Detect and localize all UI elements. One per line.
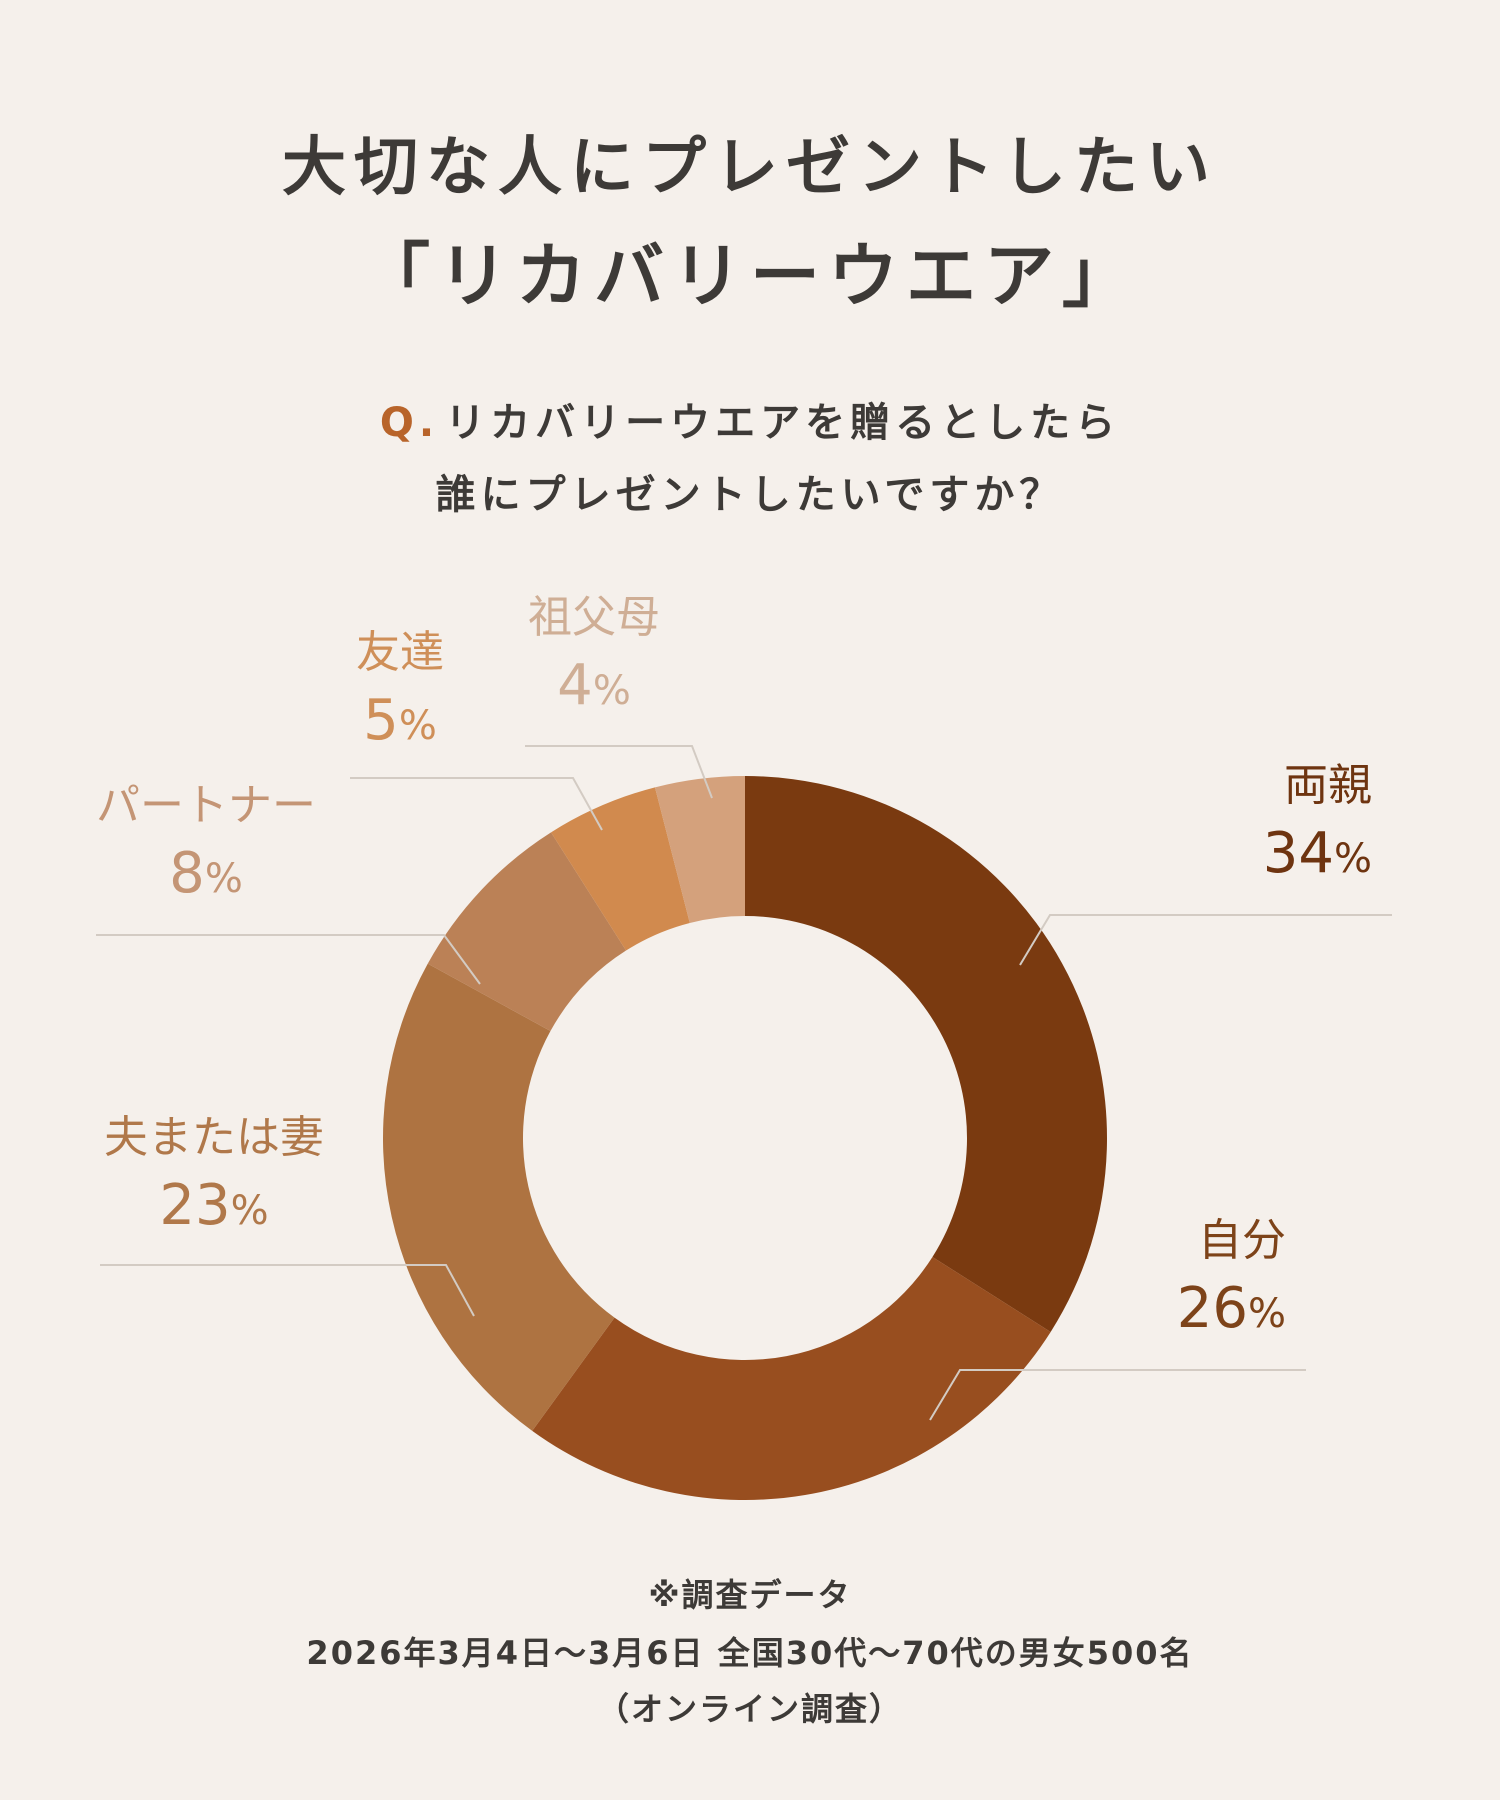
leader-line-4 [96,934,481,985]
chart-title-line2: 「リカバリーウエア」 [360,235,1140,317]
slice-label-5: 友達 [356,627,444,678]
leader-line-6 [525,745,713,799]
question-text-line1: リカバリーウエアを贈るとしたら [445,400,1121,446]
donut-slice-6 [654,776,745,923]
leader-line-2 [929,1369,1306,1421]
slice-label-3: 夫または妻 [104,1112,324,1163]
slice-label-6: 祖父母 [528,592,660,643]
question-line1: Q. リカバリーウエアを贈るとしたら [0,390,1500,448]
survey-note-details: 2026年3月4日〜3月6日 全国30代〜70代の男女500名 [306,1634,1194,1672]
donut-chart: 両親 34% 自分 26% 夫または妻 23% パートナー 8% 友達 5% 祖父母 4% [96,592,1392,1501]
slice-value-5: 5% [363,688,437,753]
leader-line-3 [100,1264,475,1317]
leader-line-1 [1019,914,1392,966]
donut-slice-5 [551,787,690,951]
question-line2: 誰にプレゼントしたいですか？ [435,472,1065,518]
slice-value-4: 8% [169,841,243,906]
slice-value-1: 34% [1263,821,1372,886]
slice-value-6: 4% [557,653,631,718]
slice-label-2: 自分 [1198,1215,1286,1266]
survey-note-method: （オンライン調査） [596,1690,903,1728]
slice-value-2: 26% [1177,1276,1286,1341]
question-prefix: Q. [379,400,440,446]
slice-value-3: 23% [159,1173,268,1238]
slice-label-4: パートナー [96,780,316,831]
survey-note-heading: ※調査データ [648,1576,852,1614]
donut-slice-2 [532,1256,1051,1501]
donut-slice-3 [382,963,615,1431]
slice-label-1: 両親 [1284,760,1372,811]
chart-title-line1: 大切な人にプレゼントしたい [282,131,1218,205]
leader-line-5 [350,777,603,831]
donut-slice-1 [745,776,1108,1332]
